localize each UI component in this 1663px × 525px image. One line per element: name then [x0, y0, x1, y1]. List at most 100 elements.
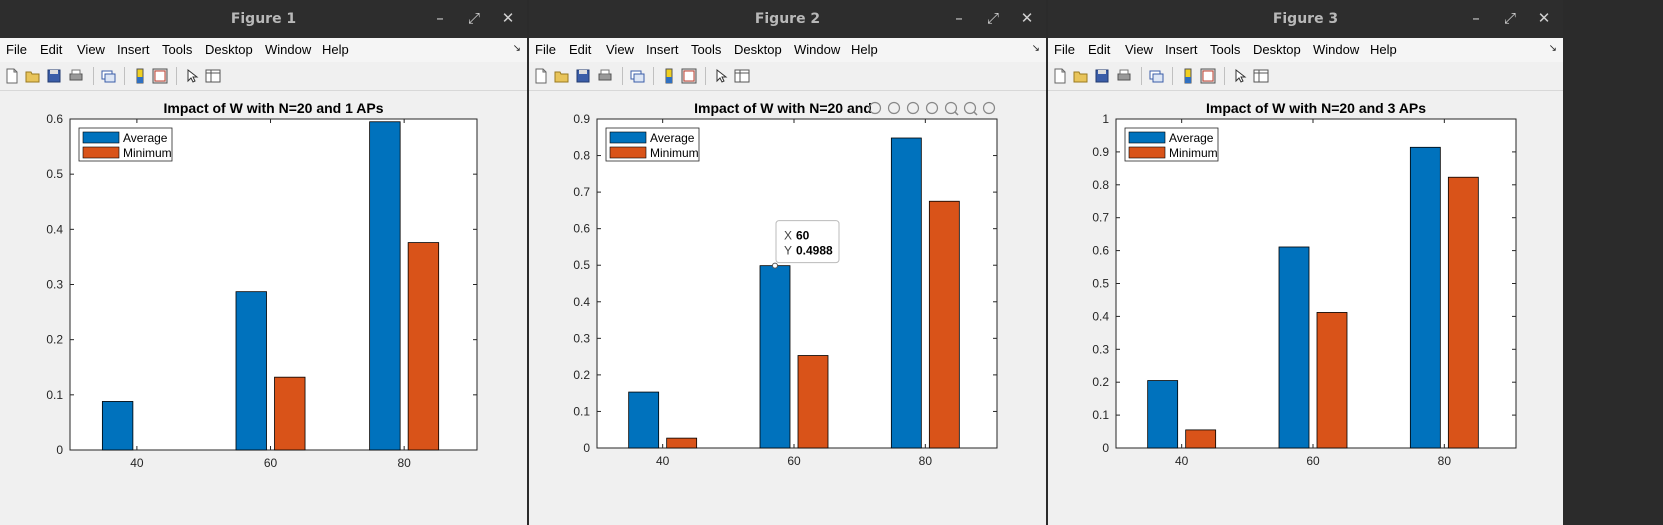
toolbar-separator: [653, 67, 654, 85]
save-icon: [1095, 69, 1109, 83]
menu-desktop[interactable]: Desktop: [205, 42, 253, 57]
maximize-button[interactable]: ⤢: [984, 9, 1002, 27]
link-plot-button[interactable]: [629, 68, 645, 84]
menu-file[interactable]: File: [535, 42, 556, 57]
menu-bar: File Edit View Insert Tools Desktop Window Help…: [529, 38, 1046, 62]
link-plot-icon: [101, 70, 116, 83]
menu-window[interactable]: Window: [1313, 42, 1360, 57]
new-figure-button[interactable]: [533, 68, 549, 84]
legend-button[interactable]: [1200, 68, 1216, 84]
link-plot-button[interactable]: [100, 68, 116, 84]
menu-window[interactable]: Window: [265, 42, 312, 57]
legend-button[interactable]: [681, 68, 697, 84]
maximize-button[interactable]: ⤢: [465, 9, 483, 27]
minimize-button[interactable]: –: [1467, 9, 1485, 27]
window-title: Figure 1: [230, 11, 297, 27]
menu-help[interactable]: Help: [1370, 42, 1397, 57]
link-plot-icon: [1149, 70, 1164, 83]
colorbar-icon: [136, 68, 144, 84]
open-file-button[interactable]: [25, 68, 41, 84]
legend-button[interactable]: [152, 68, 168, 84]
colorbar-icon: [1184, 68, 1192, 84]
menu-insert[interactable]: Insert: [117, 42, 150, 57]
toolbar-separator: [1141, 67, 1142, 85]
toolbar-separator: [705, 67, 706, 85]
figure-toolbar: [529, 62, 1046, 91]
new-figure-button[interactable]: [4, 68, 20, 84]
menu-tools[interactable]: Tools: [1210, 42, 1241, 57]
toolbar-separator: [176, 67, 177, 85]
menu-insert[interactable]: Insert: [646, 42, 679, 57]
menu-view[interactable]: View: [1125, 42, 1153, 57]
colorbar-button[interactable]: [661, 68, 677, 84]
minimize-button[interactable]: –: [431, 9, 449, 27]
minimize-icon: –: [955, 9, 963, 27]
print-button[interactable]: [68, 68, 84, 84]
close-button[interactable]: ✕: [1018, 9, 1036, 27]
new-figure-icon: [1054, 68, 1066, 84]
property-inspector-icon: [734, 69, 750, 83]
window-title: Figure 2: [754, 11, 821, 27]
print-icon: [1117, 69, 1131, 81]
print-icon: [598, 69, 612, 81]
link-plot-button[interactable]: [1148, 68, 1164, 84]
menu-desktop[interactable]: Desktop: [1253, 42, 1301, 57]
link-plot-icon: [630, 70, 645, 83]
pointer-icon: [1235, 68, 1247, 83]
pointer-button[interactable]: [713, 68, 729, 84]
menu-bar: File Edit View Insert Tools Desktop Window Help…: [1048, 38, 1563, 62]
open-file-icon: [554, 71, 569, 83]
save-button[interactable]: [575, 68, 591, 84]
menu-tools[interactable]: Tools: [162, 42, 193, 57]
new-figure-button[interactable]: [1052, 68, 1068, 84]
print-button[interactable]: [597, 68, 613, 84]
legend-icon: [1200, 68, 1216, 84]
save-button[interactable]: [46, 68, 62, 84]
maximize-button[interactable]: ⤢: [1501, 9, 1519, 27]
menu-tools[interactable]: Tools: [691, 42, 722, 57]
pointer-button[interactable]: [184, 68, 200, 84]
menu-window[interactable]: Window: [794, 42, 841, 57]
open-file-button[interactable]: [554, 68, 570, 84]
pointer-icon: [187, 68, 199, 83]
menu-file[interactable]: File: [6, 42, 27, 57]
menu-edit[interactable]: Edit: [40, 42, 63, 57]
close-button[interactable]: ✕: [1535, 9, 1553, 27]
dock-arrow-icon[interactable]: ↘: [512, 43, 521, 54]
colorbar-button[interactable]: [1180, 68, 1196, 84]
menu-view[interactable]: View: [606, 42, 634, 57]
dock-arrow-icon[interactable]: ↘: [1548, 43, 1557, 54]
property-inspector-button[interactable]: [1253, 68, 1269, 84]
colorbar-icon: [665, 68, 673, 84]
menu-insert[interactable]: Insert: [1165, 42, 1198, 57]
save-button[interactable]: [1094, 68, 1110, 84]
maximize-icon: ⤢: [1503, 9, 1516, 27]
colorbar-button[interactable]: [132, 68, 148, 84]
menu-view[interactable]: View: [77, 42, 105, 57]
menu-help[interactable]: Help: [322, 42, 349, 57]
property-inspector-icon: [1253, 69, 1269, 83]
menu-edit[interactable]: Edit: [1088, 42, 1111, 57]
window-titlebar[interactable]: Figure 3 – ⤢ ✕: [1048, 0, 1563, 38]
dock-arrow-icon[interactable]: ↘: [1031, 43, 1040, 54]
open-file-icon: [1073, 71, 1088, 83]
print-button[interactable]: [1116, 68, 1132, 84]
menu-help[interactable]: Help: [851, 42, 878, 57]
menu-desktop[interactable]: Desktop: [734, 42, 782, 57]
maximize-icon: ⤢: [467, 9, 480, 27]
menu-edit[interactable]: Edit: [569, 42, 592, 57]
property-inspector-button[interactable]: [205, 68, 221, 84]
close-button[interactable]: ✕: [499, 9, 517, 27]
menu-file[interactable]: File: [1054, 42, 1075, 57]
minimize-button[interactable]: –: [950, 9, 968, 27]
window-title: Figure 3: [1272, 11, 1339, 27]
window-titlebar[interactable]: Figure 2 – ⤢ ✕: [529, 0, 1046, 38]
open-file-icon: [25, 71, 40, 83]
open-file-button[interactable]: [1073, 68, 1089, 84]
window-titlebar[interactable]: Figure 1 – ⤢ ✕: [0, 0, 527, 38]
figure-canvas: [1048, 91, 1563, 525]
close-icon: ✕: [1020, 9, 1034, 27]
property-inspector-button[interactable]: [734, 68, 750, 84]
pointer-button[interactable]: [1232, 68, 1248, 84]
maximize-icon: ⤢: [986, 9, 999, 27]
